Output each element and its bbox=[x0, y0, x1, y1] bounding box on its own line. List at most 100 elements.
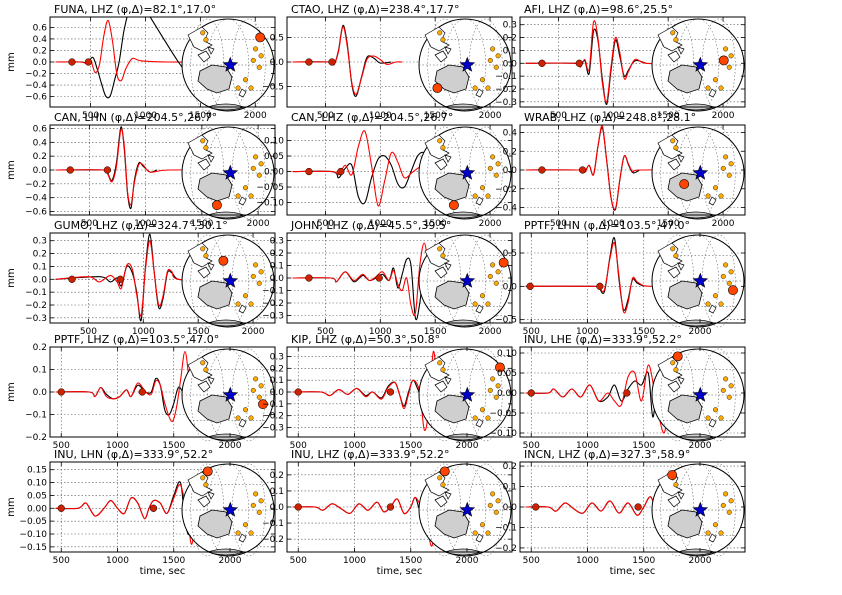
inset-map bbox=[651, 463, 745, 557]
station-dot bbox=[728, 269, 734, 275]
station-dot bbox=[203, 37, 209, 43]
station-dot bbox=[200, 360, 206, 366]
y-tick-label: 0.4 bbox=[33, 138, 48, 148]
y-tick-label: 0.2 bbox=[503, 34, 517, 44]
station-dot bbox=[726, 64, 732, 70]
station-dot bbox=[242, 522, 248, 528]
traces bbox=[55, 350, 208, 422]
inset-map bbox=[651, 18, 745, 112]
panel-title: INCN, LHZ (φ,Δ)=327.3°,58.9° bbox=[524, 448, 690, 461]
y-tick-label: −0.2 bbox=[262, 412, 284, 422]
australia-landmass bbox=[434, 280, 470, 310]
asia-landmass bbox=[657, 134, 683, 160]
x-tick-label: 500 bbox=[550, 111, 567, 121]
station-dot bbox=[472, 530, 478, 536]
phase-marker-1 bbox=[527, 389, 535, 397]
asia-landmass bbox=[187, 26, 213, 52]
asia-landmass bbox=[187, 471, 213, 497]
y-tick-label: −0.2 bbox=[495, 185, 517, 195]
new-zealand-landmass bbox=[475, 533, 484, 543]
new-zealand-landmass bbox=[475, 304, 484, 314]
station-dot bbox=[479, 407, 485, 413]
station-dot bbox=[712, 293, 718, 299]
x-tick-label: 1500 bbox=[162, 556, 185, 566]
x-tick-label: 1000 bbox=[602, 111, 625, 121]
x-tick-label: 1000 bbox=[134, 111, 157, 121]
phase-marker-1 bbox=[57, 388, 65, 396]
panel-title: JOHN, LHZ (φ,Δ)=45.5°,39.5° bbox=[290, 219, 451, 232]
selected-station bbox=[667, 470, 678, 480]
inset-map bbox=[181, 18, 275, 112]
y-tick-label: 0.6 bbox=[33, 124, 48, 134]
selected-station bbox=[202, 466, 213, 477]
source-star-icon bbox=[459, 272, 476, 288]
y-tick-label: 0.6 bbox=[33, 23, 48, 33]
station-dot bbox=[440, 37, 446, 43]
phase-marker-2 bbox=[149, 504, 158, 512]
station-dot bbox=[495, 498, 501, 504]
synthetic-trace bbox=[55, 128, 225, 206]
y-tick-label: −0.4 bbox=[495, 204, 517, 214]
x-tick-label: 1500 bbox=[424, 111, 447, 121]
x-tick-label: 1500 bbox=[632, 327, 655, 337]
y-tick-label: 0.2 bbox=[270, 364, 284, 374]
station-dot bbox=[490, 376, 496, 382]
phase-marker-2 bbox=[623, 389, 631, 397]
phase-marker-2 bbox=[386, 388, 395, 396]
source-star-icon bbox=[222, 164, 239, 180]
station-dot bbox=[718, 530, 724, 536]
y-tick-label: 0.00 bbox=[497, 389, 517, 399]
new-zealand-landmass bbox=[238, 196, 247, 206]
y-tick-label: −0.6 bbox=[25, 93, 47, 103]
y-tick-label: 0.1 bbox=[503, 46, 517, 56]
source-star-icon bbox=[222, 272, 239, 288]
x-tick-label: 2000 bbox=[456, 556, 479, 566]
phase-marker-1 bbox=[66, 166, 74, 174]
panel-7: 500 1000 1500 2000 −0.3 −0.2 −0.1 0.0 0.1 0.2 0.3 G… bbox=[6, 219, 276, 337]
new-zealand-landmass bbox=[708, 533, 717, 543]
station-dot bbox=[258, 383, 264, 389]
station-dot bbox=[670, 138, 676, 144]
station-dot bbox=[718, 301, 724, 307]
y-tick-label: 0.2 bbox=[33, 152, 47, 162]
station-dot bbox=[437, 30, 443, 36]
source-star-icon bbox=[459, 386, 476, 402]
y-tick-label: 0.1 bbox=[270, 376, 284, 386]
axes-frame bbox=[519, 16, 746, 108]
source-star-icon bbox=[692, 56, 709, 72]
x-tick-label: 500 bbox=[317, 111, 334, 121]
inset-map bbox=[181, 126, 275, 220]
new-zealand-landmass bbox=[238, 418, 247, 428]
y-tick-label: 0.3 bbox=[503, 21, 517, 31]
station-dot bbox=[673, 482, 679, 488]
synthetic-trace bbox=[292, 351, 456, 431]
station-dot bbox=[726, 280, 732, 286]
panel-14: 500 1000 1500 2000 −0.2 −0.1 0.0 0.1 0.2 INU, LHZ… bbox=[262, 448, 513, 577]
station-dot bbox=[723, 376, 729, 382]
station-dot bbox=[203, 253, 209, 259]
phase-marker-2 bbox=[138, 388, 146, 396]
x-tick-label: 500 bbox=[81, 219, 98, 229]
panel-title: FUNA, LHZ (φ,Δ)=82.1°,17.0° bbox=[54, 3, 216, 16]
y-tick-label: 0.0 bbox=[503, 503, 518, 513]
y-tick-label: 0.2 bbox=[270, 249, 284, 259]
station-dot bbox=[723, 262, 729, 268]
x-tick-label: 2000 bbox=[479, 327, 502, 337]
station-dot bbox=[258, 269, 264, 275]
x-tick-label: 2000 bbox=[712, 219, 735, 229]
station-dot bbox=[250, 165, 256, 171]
x-tick-label: 1500 bbox=[632, 556, 655, 566]
y-tick-label: 0.2 bbox=[503, 462, 517, 472]
x-tick-label: 1500 bbox=[657, 111, 680, 121]
australia-landmass bbox=[667, 64, 703, 94]
station-dot bbox=[673, 37, 679, 43]
station-dot bbox=[250, 57, 256, 63]
y-tick-label: −0.3 bbox=[25, 314, 47, 324]
asia-landmass bbox=[187, 356, 213, 382]
panel-9: 500 1000 1500 2000 −0.5 0.0 0.5 PPTF, LHN (φ,Δ)… bbox=[495, 219, 746, 337]
station-dot bbox=[256, 509, 262, 515]
station-dot bbox=[670, 30, 676, 36]
y-tick-label: 0.0 bbox=[270, 388, 285, 398]
new-zealand-landmass bbox=[475, 196, 484, 206]
selected-station bbox=[718, 55, 729, 66]
